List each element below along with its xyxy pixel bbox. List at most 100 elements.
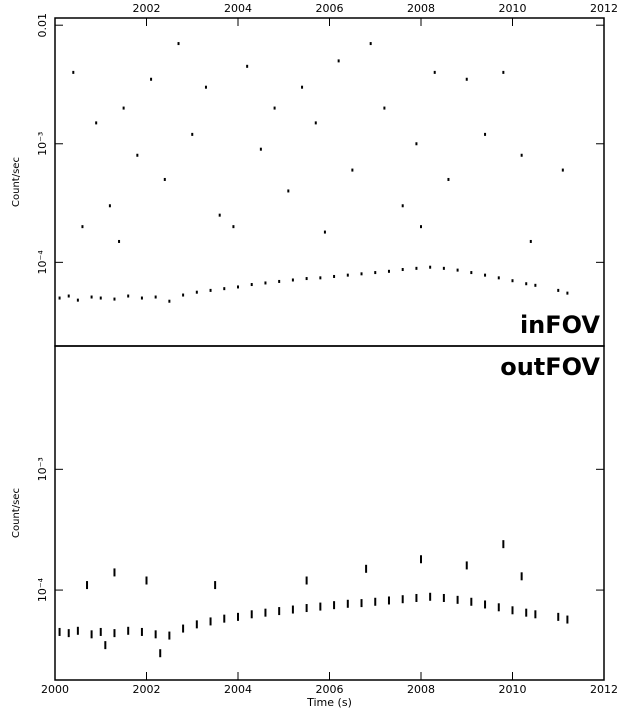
- data-point: [351, 168, 354, 172]
- data-point: [195, 290, 198, 294]
- data-point: [401, 268, 404, 272]
- y-tick-label: 10⁻⁴: [36, 250, 49, 275]
- data-point: [333, 274, 336, 278]
- data-point: [447, 177, 450, 181]
- data-point: [90, 630, 93, 639]
- data-point: [534, 610, 537, 619]
- data-point: [433, 70, 436, 74]
- data-point: [232, 225, 235, 229]
- data-point: [67, 629, 70, 638]
- data-point: [566, 615, 569, 624]
- data-point: [72, 70, 75, 74]
- data-point: [154, 295, 157, 299]
- data-point: [246, 64, 249, 68]
- x-tick-label: 2002: [133, 2, 161, 15]
- x-tick-label: 2008: [407, 683, 435, 696]
- data-point: [58, 627, 61, 636]
- x-tick-label: 2006: [316, 683, 344, 696]
- data-point: [502, 540, 505, 549]
- data-point: [484, 600, 487, 609]
- data-point: [319, 276, 322, 280]
- y-tick-label: 10⁻⁴: [36, 577, 49, 602]
- data-point: [456, 268, 459, 272]
- data-point: [337, 59, 340, 63]
- data-point: [67, 294, 70, 298]
- data-point: [264, 608, 267, 617]
- y-tick-label: 0.01: [36, 13, 49, 38]
- data-point: [442, 593, 445, 602]
- data-point: [76, 626, 79, 635]
- data-point: [140, 627, 143, 636]
- data-point: [278, 607, 281, 616]
- data-point: [127, 626, 130, 635]
- data-point: [387, 596, 390, 605]
- data-point: [218, 213, 221, 217]
- data-point: [442, 266, 445, 270]
- data-point: [113, 629, 116, 638]
- y-tick-label: 10⁻³: [36, 132, 49, 156]
- data-point: [465, 561, 468, 570]
- data-point: [140, 296, 143, 300]
- data-point: [383, 106, 386, 110]
- x-tick-label: 2002: [133, 683, 161, 696]
- data-point: [118, 239, 121, 243]
- data-point: [529, 239, 532, 243]
- data-point: [470, 271, 473, 275]
- data-point: [264, 281, 267, 285]
- data-point: [104, 641, 107, 650]
- data-point: [346, 599, 349, 608]
- data-point: [223, 287, 226, 291]
- x-tick-label: 2004: [224, 683, 252, 696]
- data-point: [319, 602, 322, 611]
- data-point: [145, 576, 148, 585]
- data-point: [127, 294, 130, 298]
- data-point: [520, 572, 523, 581]
- data-point: [168, 299, 171, 303]
- data-point: [99, 296, 102, 300]
- x-axis-label: Time (s): [306, 696, 352, 709]
- y-axis-label: Count/sec: [11, 157, 22, 207]
- data-point: [429, 592, 432, 601]
- data-point: [81, 225, 84, 229]
- data-point: [237, 285, 239, 289]
- data-point: [346, 273, 349, 277]
- data-point: [557, 288, 560, 292]
- data-point: [301, 85, 304, 89]
- data-point: [291, 605, 294, 614]
- data-point: [520, 153, 523, 157]
- data-point: [333, 601, 336, 610]
- data-point: [182, 624, 185, 633]
- data-point: [163, 177, 166, 181]
- data-point: [484, 132, 487, 136]
- data-point: [305, 277, 308, 281]
- data-point: [557, 612, 560, 621]
- data-point: [374, 271, 377, 275]
- data-point: [420, 225, 422, 229]
- data-point: [223, 614, 226, 623]
- data-point: [122, 106, 125, 110]
- data-point: [291, 278, 294, 282]
- data-point: [195, 620, 198, 629]
- data-point: [566, 291, 569, 295]
- data-point: [250, 610, 253, 619]
- data-point: [259, 147, 262, 151]
- x-tick-label: 2012: [590, 2, 618, 15]
- data-point: [250, 283, 253, 287]
- data-point: [534, 283, 537, 287]
- data-point: [525, 282, 528, 286]
- data-point: [401, 595, 404, 604]
- data-point: [369, 42, 372, 46]
- data-point: [305, 604, 308, 613]
- annotation: outFOV: [500, 353, 600, 381]
- data-point: [401, 204, 404, 208]
- x-tick-label: 2004: [224, 2, 252, 15]
- data-point: [136, 153, 139, 157]
- data-point: [273, 106, 276, 110]
- data-point: [365, 564, 368, 573]
- y-axis-label: Count/sec: [11, 488, 22, 538]
- data-point: [204, 85, 207, 89]
- plot-frame: [54, 345, 605, 681]
- data-point: [99, 627, 102, 636]
- data-point: [511, 606, 514, 615]
- data-point: [95, 121, 98, 125]
